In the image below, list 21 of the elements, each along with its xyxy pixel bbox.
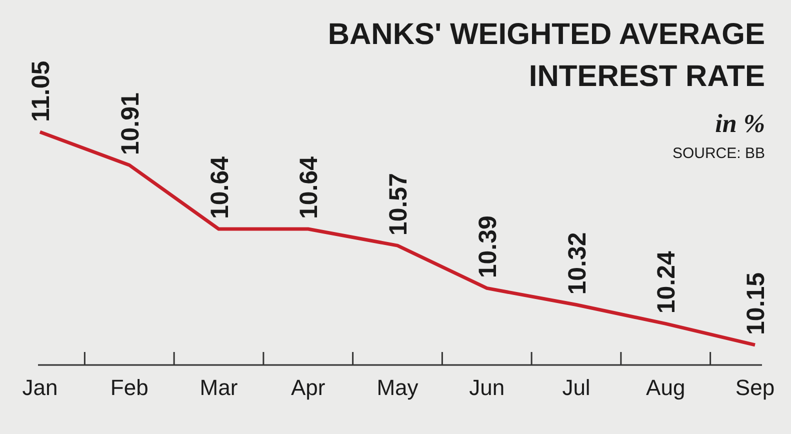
data-label: 10.15 (742, 272, 770, 335)
data-label: 10.24 (652, 251, 681, 314)
x-tick-label: May (376, 375, 418, 400)
data-label: 11.05 (27, 60, 55, 122)
data-label: 10.57 (384, 173, 412, 236)
chart-subtitle: in % (715, 109, 765, 138)
x-tick-label: Mar (200, 375, 238, 400)
chart-title: BANKS' WEIGHTED AVERAGE INTEREST RATE (328, 18, 765, 93)
data-label: 10.64 (295, 156, 324, 220)
data-label: 10.32 (563, 232, 592, 295)
x-tick-label: Jun (469, 375, 505, 400)
x-tick-label: Jul (562, 375, 590, 400)
x-tick-label: Jan (22, 375, 58, 400)
data-label: 10.39 (474, 216, 502, 278)
x-tick-label: Feb (110, 375, 148, 400)
x-tick-label: Aug (646, 375, 686, 400)
data-label: 10.91 (116, 92, 144, 156)
data-label: 10.64 (206, 156, 234, 220)
annotation: SOURCE: BB (672, 145, 765, 162)
x-tick-label: Apr (291, 375, 326, 400)
x-tick-label: Sep (735, 375, 775, 400)
